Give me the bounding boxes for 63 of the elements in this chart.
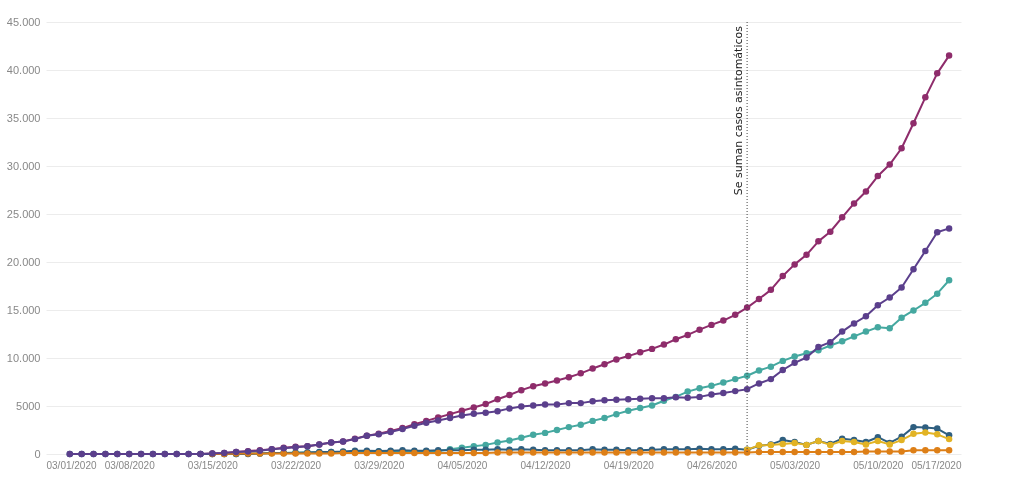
x-tick-label: 04/12/2020 [520,459,572,471]
point [910,430,917,438]
y-tick-label: 40.000 [6,63,41,76]
point [898,314,905,321]
point [779,440,786,448]
y-tick-label: 20.000 [6,255,41,268]
point [518,434,525,441]
point [708,382,715,390]
point [850,333,858,340]
point [541,429,549,437]
point [945,435,953,443]
point [933,290,941,297]
point [565,423,573,431]
x-tick-label: 05/10/2020 [853,459,904,471]
point [613,410,620,418]
x-tick-label: 04/19/2020 [603,459,655,471]
y-tick-label: 15.000 [6,303,41,316]
x-tick-label: 03/22/2020 [271,459,322,471]
x-tick-label: 05/17/2020 [911,459,962,471]
point [731,375,739,383]
point [838,337,846,345]
point [696,385,703,392]
point [910,307,917,314]
point [636,404,644,412]
point [922,429,929,436]
x-tick-label: 03/29/2020 [354,459,405,471]
point [886,325,893,332]
point [506,437,513,444]
point [898,436,905,444]
y-tick-label: 45.000 [6,15,41,28]
point [684,388,691,395]
point [922,299,929,307]
point [874,437,882,445]
point [720,379,727,386]
x-tick-label: 05/03/2020 [770,459,821,471]
y-tick-label: 25.000 [6,207,41,220]
point [874,324,882,331]
point [933,431,941,438]
point [625,407,632,415]
x-tick-label: 03/15/2020 [187,459,239,471]
point [589,417,596,425]
x-tick-label: 04/26/2020 [686,459,738,471]
ref-line-label: Se suman casos asintomáticos [732,25,746,196]
point [577,421,584,428]
x-tick-label: 03/01/2020 [46,459,97,471]
point [529,431,537,439]
x-tick-label: 03/08/2020 [104,459,156,471]
y-tick-label: 35.000 [6,111,41,124]
x-tick-label: 04/05/2020 [437,459,488,471]
point [601,414,608,422]
y-tick-label: 5000 [16,399,41,412]
point [648,402,656,409]
point [553,426,561,434]
y-tick-label: 10.000 [6,351,41,364]
y-tick-label: 30.000 [6,159,41,172]
y-tick-label: 0 [34,447,41,460]
point [494,439,501,446]
point [767,363,775,370]
point [791,353,798,360]
point [862,328,870,335]
point [779,357,786,365]
point [945,277,953,284]
point [755,367,763,374]
